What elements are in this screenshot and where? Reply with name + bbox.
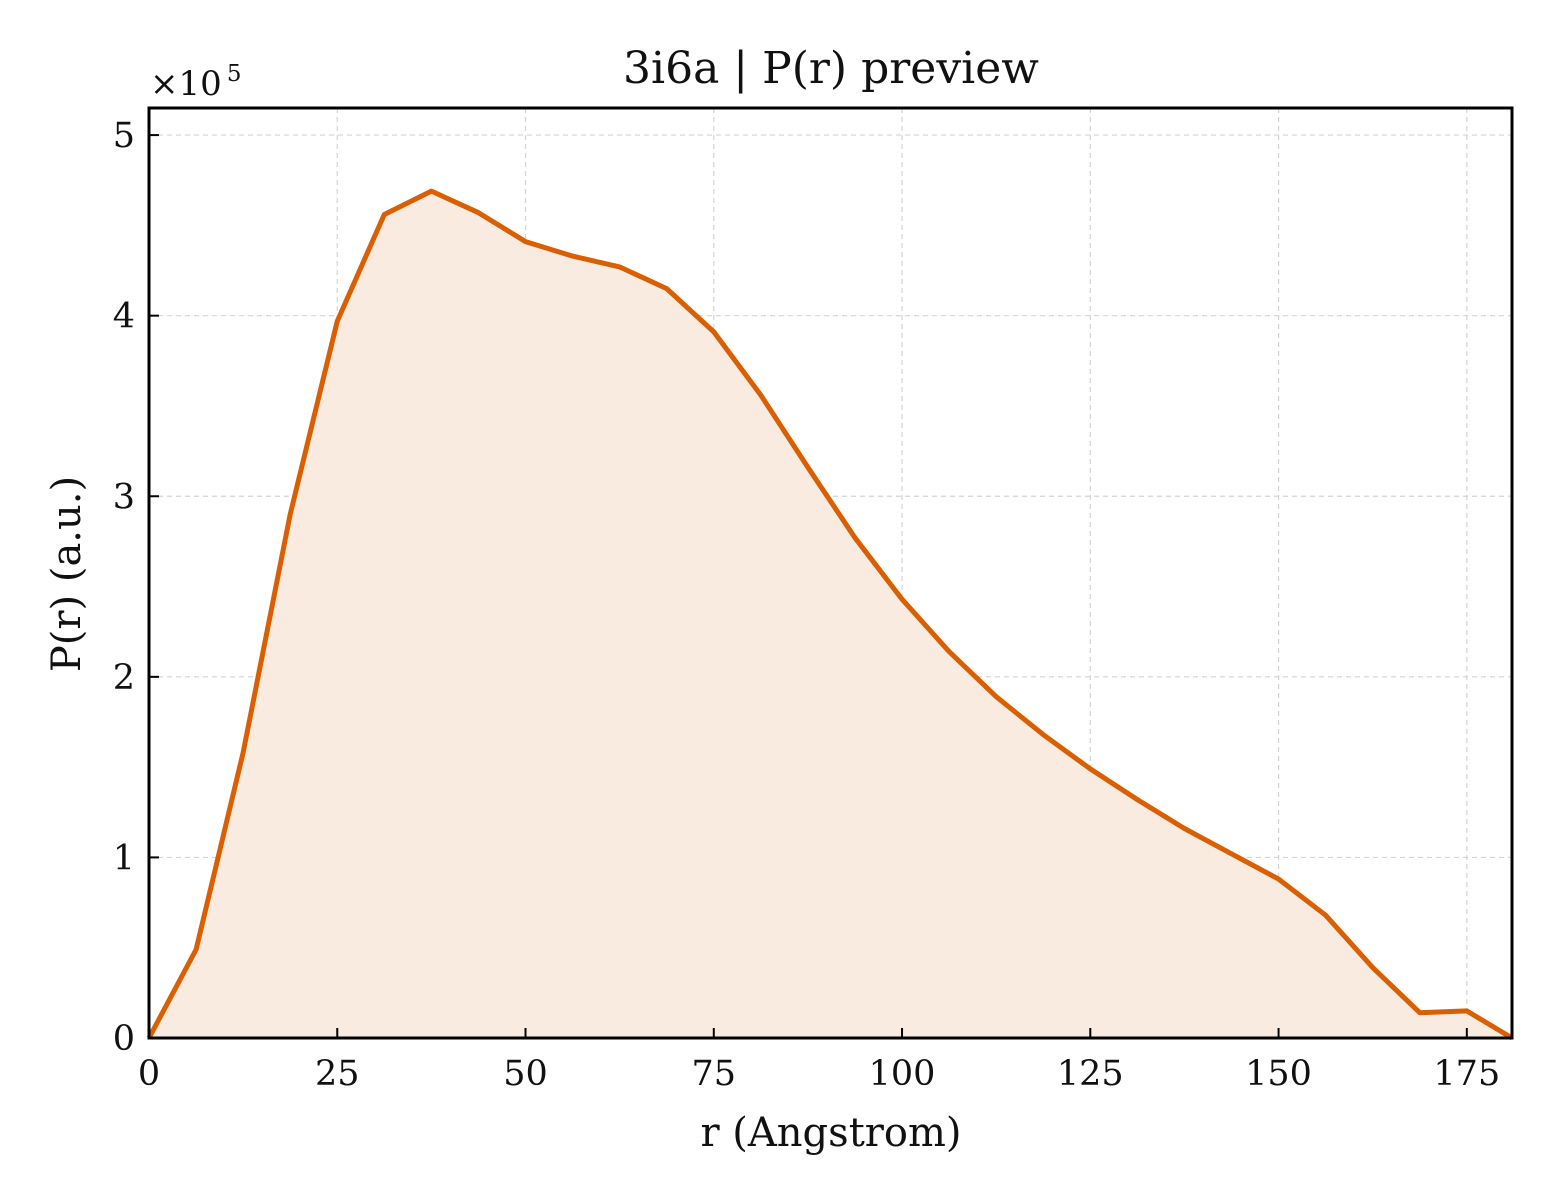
y-multiplier-base: ×10 <box>150 64 222 104</box>
x-tick-label: 25 <box>315 1054 360 1094</box>
x-tick-label: 125 <box>1057 1054 1124 1094</box>
y-tick-label: 0 <box>113 1019 135 1059</box>
y-tick-label: 2 <box>113 658 135 698</box>
x-tick-label: 75 <box>692 1054 737 1094</box>
y-multiplier: ×10 5 <box>150 61 242 104</box>
y-tick-label: 4 <box>113 297 135 337</box>
x-tick-label: 0 <box>138 1054 160 1094</box>
x-tick-label: 50 <box>503 1054 548 1094</box>
plot-frame <box>147 106 1514 1040</box>
x-axis-label: r (Angstrom) <box>700 1110 961 1156</box>
area-layer <box>146 188 1514 1041</box>
y-tick-label: 5 <box>113 116 135 156</box>
y-tick-label: 1 <box>113 838 135 878</box>
y-axis-label: P(r) (a.u.) <box>44 476 90 672</box>
y-multiplier-exponent: 5 <box>227 61 242 87</box>
area-fill <box>149 191 1512 1039</box>
series-line <box>146 188 1514 1041</box>
axes-frame <box>147 106 1514 1040</box>
x-tick-label: 150 <box>1245 1054 1312 1094</box>
ticks: 0 25 50 75 100 125 150 175 0 1 2 3 4 5 <box>113 116 1501 1094</box>
x-tick-label: 175 <box>1433 1054 1500 1094</box>
chart-title: 3i6a | P(r) preview <box>623 43 1039 94</box>
x-tick-label: 100 <box>869 1054 936 1094</box>
y-tick-label: 3 <box>113 477 135 517</box>
